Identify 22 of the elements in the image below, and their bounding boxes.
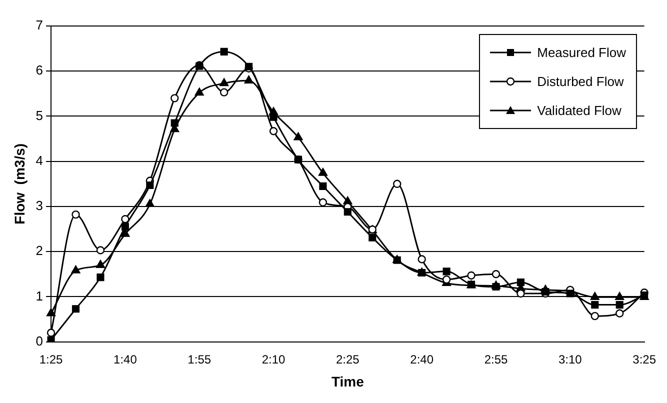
x-tick-label: 3:10 bbox=[558, 352, 582, 366]
legend-label: Disturbed Flow bbox=[537, 74, 624, 89]
y-tick-label: 0 bbox=[36, 333, 44, 348]
x-tick-label: 1:55 bbox=[188, 352, 212, 366]
y-tick-label: 6 bbox=[36, 62, 44, 78]
x-tick-label: 3:25 bbox=[632, 352, 656, 366]
y-tick-label: 5 bbox=[36, 108, 44, 123]
x-tick-label: 1:25 bbox=[39, 352, 64, 366]
y-tick-label: 3 bbox=[36, 198, 44, 214]
x-tick-label: 2:40 bbox=[410, 352, 434, 366]
y-tick-label: 1 bbox=[36, 288, 44, 304]
x-tick-label: 2:25 bbox=[336, 352, 360, 366]
x-tick-label: 1:40 bbox=[114, 352, 138, 366]
x-tick-label: 2:55 bbox=[484, 352, 508, 366]
y-tick-label: 2 bbox=[36, 243, 44, 258]
y-tick-label: 4 bbox=[36, 152, 44, 168]
y-axis-title: Flow (m3/s) bbox=[11, 143, 28, 224]
x-axis-title: Time bbox=[331, 373, 364, 390]
legend-label: Measured Flow bbox=[537, 45, 626, 60]
legend-label: Validated Flow bbox=[537, 103, 622, 118]
x-tick-label: 2:10 bbox=[262, 352, 286, 366]
y-tick-label: 7 bbox=[36, 18, 44, 33]
